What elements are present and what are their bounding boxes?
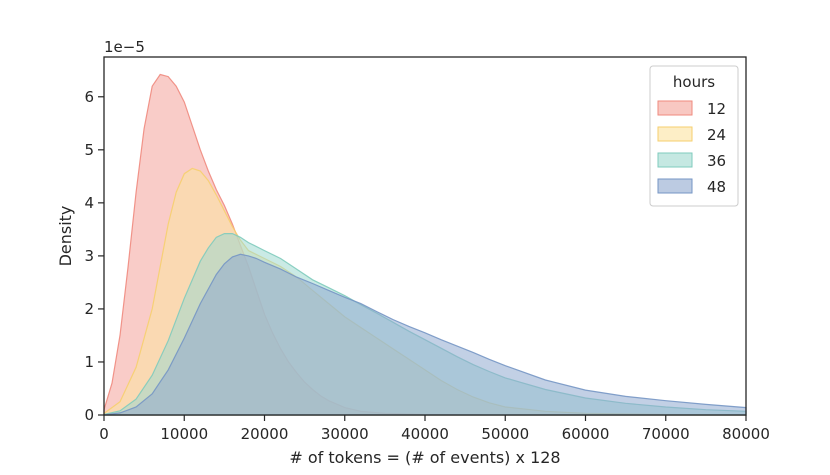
x-axis-ticks: 0 10000 20000 30000 40000 50000 60000 70000 8000…	[99, 415, 770, 443]
x-tick-label: 60000	[562, 425, 610, 443]
y-tick-label: 5	[84, 141, 94, 159]
y-axis-label: Density	[56, 206, 75, 267]
y-tick-label: 0	[84, 406, 94, 424]
legend: hours 12 24 36 48	[649, 65, 739, 207]
y-axis-ticks: 0 1 2 3 4 5 6	[84, 88, 104, 424]
x-tick-label: 10000	[160, 425, 208, 443]
y-tick-label: 2	[84, 300, 94, 318]
x-tick-label: 30000	[321, 425, 369, 443]
y-tick-label: 6	[84, 88, 94, 106]
legend-swatch-36	[657, 152, 693, 168]
legend-label-12: 12	[707, 100, 726, 118]
legend-swatch-48	[657, 178, 693, 194]
density-area-48	[103, 253, 747, 416]
density-areas	[103, 73, 747, 416]
legend-title: hours	[673, 73, 715, 91]
legend-items: 12 24 36 48	[657, 100, 726, 196]
x-tick-label: 80000	[722, 425, 770, 443]
x-tick-label: 50000	[481, 425, 529, 443]
x-tick-label: 40000	[401, 425, 449, 443]
y-offset-label: 1e−5	[104, 38, 145, 56]
legend-swatch-12	[657, 100, 693, 116]
y-tick-label: 4	[84, 194, 94, 212]
y-tick-label: 1	[84, 353, 94, 371]
legend-label-36: 36	[707, 152, 726, 170]
legend-swatch-24	[657, 126, 693, 142]
x-axis-label: # of tokens = (# of events) x 128	[289, 448, 560, 467]
legend-label-24: 24	[707, 126, 726, 144]
x-tick-label: 70000	[642, 425, 690, 443]
y-tick-label: 3	[84, 247, 94, 265]
x-tick-label: 0	[99, 425, 109, 443]
x-tick-label: 20000	[241, 425, 289, 443]
legend-label-48: 48	[707, 178, 726, 196]
